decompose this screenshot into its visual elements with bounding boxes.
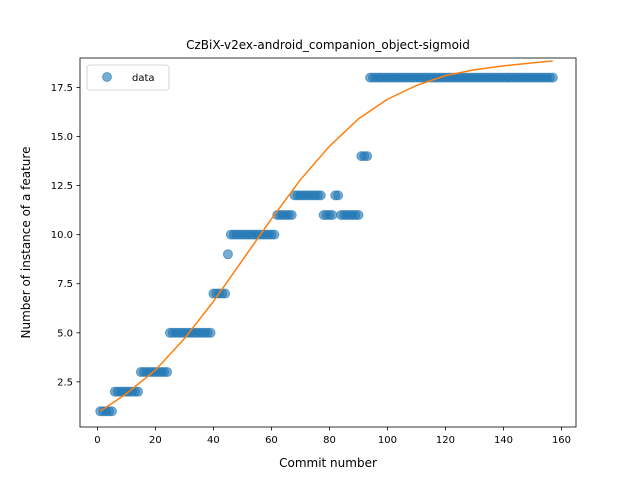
data-point-4 xyxy=(106,406,117,417)
y-tick-label-0: 2.5 xyxy=(57,377,73,388)
fit-line-layer xyxy=(99,60,553,412)
data-point-82 xyxy=(333,190,344,201)
y-axis-label: Number of instance of a feature xyxy=(19,147,33,339)
y-axis-ticks: 2.5 5.0 7.5 10.0 12.5 15.0 17.5 xyxy=(51,83,80,388)
x-tick-label-0: 0 xyxy=(94,435,100,446)
x-tick-label-5: 100 xyxy=(378,435,397,446)
x-tick-label-7: 140 xyxy=(494,435,513,446)
legend-label-data: data xyxy=(132,73,155,84)
x-tick-label-3: 60 xyxy=(265,435,278,446)
y-tick-label-3: 10.0 xyxy=(51,230,73,241)
data-point-80 xyxy=(327,210,338,221)
legend-box xyxy=(86,64,170,91)
data-point-92 xyxy=(362,151,373,162)
legend: data xyxy=(86,64,170,91)
data-point-156 xyxy=(547,72,558,83)
x-tick-label-4: 80 xyxy=(323,435,336,446)
x-tick-label-6: 120 xyxy=(436,435,455,446)
x-tick-label-2: 40 xyxy=(207,435,220,446)
fit-line xyxy=(99,60,553,412)
data-point-89 xyxy=(353,210,364,221)
data-point-76 xyxy=(315,190,326,201)
y-tick-label-4: 12.5 xyxy=(51,181,73,192)
data-point-44 xyxy=(222,249,233,260)
y-tick-label-5: 15.0 xyxy=(51,132,73,143)
chart-title: CzBiX-v2ex-android_companion_object-sigm… xyxy=(186,38,470,52)
x-axis-ticks: 0 20 40 60 80 100 120 140 160 xyxy=(94,427,571,446)
data-point-38 xyxy=(205,327,216,338)
data-point-13 xyxy=(133,386,144,397)
plot-frame xyxy=(79,57,577,428)
data-point-66 xyxy=(286,210,297,221)
data-point-43 xyxy=(220,288,231,299)
x-axis-label: Commit number xyxy=(279,456,377,470)
y-tick-label-6: 17.5 xyxy=(51,83,73,94)
y-tick-label-1: 5.0 xyxy=(57,328,73,339)
plot-area xyxy=(80,58,576,427)
data-point-23 xyxy=(162,367,173,378)
x-tick-label-1: 20 xyxy=(149,435,162,446)
x-tick-label-8: 160 xyxy=(552,435,571,446)
y-tick-label-2: 7.5 xyxy=(57,279,73,290)
data-point-60 xyxy=(269,229,280,240)
legend-marker-data xyxy=(102,72,112,82)
